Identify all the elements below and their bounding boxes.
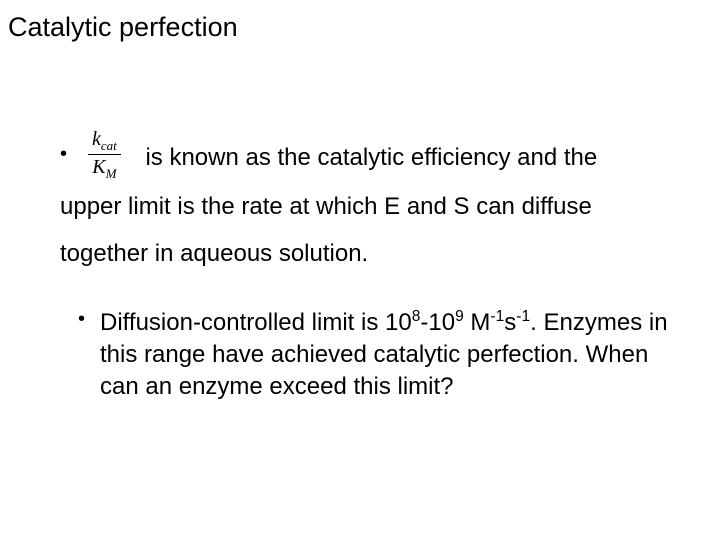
sub-bullet-marker: • [78, 306, 85, 333]
bullet-marker: • [60, 135, 67, 174]
unit-s: s [504, 309, 516, 336]
numerator-k: k [92, 128, 101, 150]
unit-M: M [464, 309, 491, 336]
subpoint-pre: Diffusion-controlled limit is 10 [100, 309, 412, 336]
slide-title: Catalytic perfection [8, 12, 712, 43]
bullet-point-1: • kcat KM is known as the catalytic effi… [60, 133, 682, 278]
point1-lead-text: is known as the catalytic efficiency and… [139, 144, 597, 171]
exponent-minus1-a: -1 [490, 308, 504, 325]
subpoint-mid1: -10 [420, 309, 455, 336]
fraction-numerator: kcat [88, 129, 121, 155]
denominator-k: K [92, 156, 105, 178]
fraction-denominator: KM [88, 155, 121, 180]
numerator-sub: cat [101, 138, 117, 153]
point1-rest-text: upper limit is the rate at which E and S… [60, 184, 682, 278]
body-content: • kcat KM is known as the catalytic effi… [8, 133, 712, 404]
denominator-sub: M [106, 166, 117, 181]
sub-bullet-point: •Diffusion-controlled limit is 108-109 M… [60, 306, 682, 404]
exponent-9: 9 [455, 308, 464, 325]
exponent-minus1-b: -1 [516, 308, 530, 325]
slide-container: Catalytic perfection • kcat KM is known … [0, 0, 720, 540]
kcat-over-km-fraction: kcat KM [88, 129, 121, 180]
